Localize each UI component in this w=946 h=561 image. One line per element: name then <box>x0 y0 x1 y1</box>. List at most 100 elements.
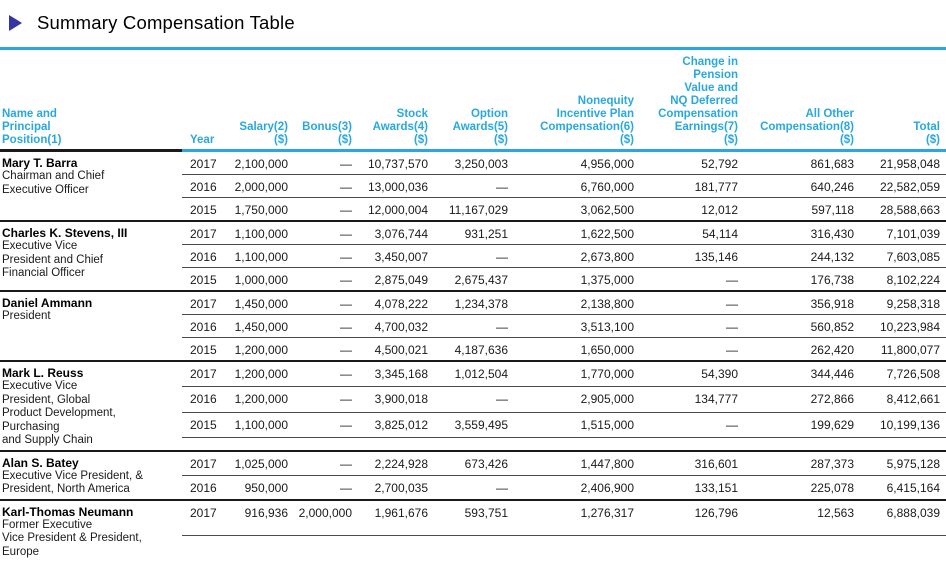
cell-nonequity: 4,956,000 <box>514 151 640 175</box>
table-row: Alan S. Batey Executive Vice President, … <box>0 451 946 476</box>
cell-nonequity: 1,622,500 <box>514 221 640 245</box>
cell-option-awards: — <box>434 475 514 500</box>
cell-option-awards: — <box>434 387 514 412</box>
cell-bonus: — <box>294 361 358 387</box>
cell-year: 2017 <box>182 361 222 387</box>
executive-name-cell: Mary T. Barra Chairman and Chief Executi… <box>0 151 182 222</box>
cell-year: 2017 <box>182 151 222 175</box>
col-header-year: Year <box>182 49 222 151</box>
cell-total: 5,975,128 <box>860 451 946 476</box>
cell-salary: 1,025,000 <box>222 451 294 476</box>
cell-nonequity: 1,770,000 <box>514 361 640 387</box>
cell-stock-awards: 3,345,168 <box>358 361 434 387</box>
cell-bonus: — <box>294 175 358 198</box>
cell-all-other: 262,420 <box>744 338 860 362</box>
table-row: Mark L. Reuss Executive Vice President, … <box>0 361 946 387</box>
col-header-pension: Change in Pension Value and NQ Deferred … <box>640 49 744 151</box>
cell-stock-awards: 4,078,222 <box>358 291 434 315</box>
cell-total: 22,582,059 <box>860 175 946 198</box>
cell-bonus: — <box>294 475 358 500</box>
cell-nonequity: 2,406,900 <box>514 475 640 500</box>
cell-salary: 1,450,000 <box>222 291 294 315</box>
cell-total: 11,800,077 <box>860 338 946 362</box>
cell-all-other: 597,118 <box>744 198 860 222</box>
cell-option-awards: 11,167,029 <box>434 198 514 222</box>
cell-option-awards: 2,675,437 <box>434 268 514 292</box>
cell-all-other: 640,246 <box>744 175 860 198</box>
cell-bonus: — <box>294 451 358 476</box>
cell-option-awards: 3,250,003 <box>434 151 514 175</box>
cell-all-other: 225,078 <box>744 475 860 500</box>
cell-option-awards: 1,012,504 <box>434 361 514 387</box>
cell-option-awards: — <box>434 315 514 338</box>
cell-total: 7,101,039 <box>860 221 946 245</box>
cell-bonus: — <box>294 338 358 362</box>
cell-salary: 1,100,000 <box>222 245 294 268</box>
cell-nonequity: 1,515,000 <box>514 412 640 437</box>
cell-stock-awards: 3,076,744 <box>358 221 434 245</box>
cell-stock-awards: 2,875,049 <box>358 268 434 292</box>
cell-option-awards: — <box>434 245 514 268</box>
col-header-option-awards: Option Awards(5) ($) <box>434 49 514 151</box>
executive-position: Executive Vice President and Chief Finan… <box>2 240 178 281</box>
cell-bonus: — <box>294 151 358 175</box>
cell-all-other: 272,866 <box>744 387 860 412</box>
cell-salary: 1,200,000 <box>222 361 294 387</box>
cell-year: 2017 <box>182 451 222 476</box>
cell-total: 7,726,508 <box>860 361 946 387</box>
section-title-row: Summary Compensation Table <box>0 8 946 38</box>
cell-total: 6,888,039 <box>860 500 946 536</box>
spacer-cell <box>182 438 946 451</box>
cell-stock-awards: 13,000,036 <box>358 175 434 198</box>
cell-bonus: — <box>294 315 358 338</box>
spacer-cell <box>182 535 946 561</box>
page-title: Summary Compensation Table <box>37 12 295 34</box>
executive-name: Charles K. Stevens, III <box>2 226 178 240</box>
cell-total: 21,958,048 <box>860 151 946 175</box>
cell-nonequity: 3,513,100 <box>514 315 640 338</box>
cell-all-other: 316,430 <box>744 221 860 245</box>
cell-bonus: — <box>294 198 358 222</box>
cell-all-other: 287,373 <box>744 451 860 476</box>
table-row: Daniel Ammann President 2017 1,450,000 —… <box>0 291 946 315</box>
cell-total: 28,588,663 <box>860 198 946 222</box>
cell-year: 2017 <box>182 291 222 315</box>
cell-nonequity: 2,673,800 <box>514 245 640 268</box>
cell-pension: 54,114 <box>640 221 744 245</box>
cell-total: 8,102,224 <box>860 268 946 292</box>
cell-stock-awards: 4,700,032 <box>358 315 434 338</box>
cell-stock-awards: 10,737,570 <box>358 151 434 175</box>
cell-option-awards: 4,187,636 <box>434 338 514 362</box>
cell-total: 6,415,164 <box>860 475 946 500</box>
header-row: Name and Principal Position(1) Year Sala… <box>0 49 946 151</box>
cell-pension: — <box>640 291 744 315</box>
cell-all-other: 12,563 <box>744 500 860 536</box>
cell-salary: 950,000 <box>222 475 294 500</box>
cell-bonus: — <box>294 291 358 315</box>
cell-nonequity: 3,062,500 <box>514 198 640 222</box>
cell-stock-awards: 3,825,012 <box>358 412 434 437</box>
triangle-bullet-icon <box>9 15 22 31</box>
col-header-total: Total ($) <box>860 49 946 151</box>
cell-all-other: 244,132 <box>744 245 860 268</box>
cell-option-awards: 673,426 <box>434 451 514 476</box>
cell-option-awards: — <box>434 175 514 198</box>
cell-total: 8,412,661 <box>860 387 946 412</box>
executive-name-cell: Daniel Ammann President <box>0 291 182 361</box>
cell-pension: — <box>640 338 744 362</box>
cell-pension: 135,146 <box>640 245 744 268</box>
cell-year: 2016 <box>182 315 222 338</box>
cell-option-awards: 593,751 <box>434 500 514 536</box>
cell-total: 9,258,318 <box>860 291 946 315</box>
cell-year: 2016 <box>182 175 222 198</box>
cell-nonequity: 2,138,800 <box>514 291 640 315</box>
executive-name: Mary T. Barra <box>2 156 178 170</box>
executive-position: Executive Vice President, & President, N… <box>2 470 178 497</box>
cell-pension: — <box>640 412 744 437</box>
cell-total: 10,199,136 <box>860 412 946 437</box>
cell-nonequity: 2,905,000 <box>514 387 640 412</box>
cell-salary: 916,936 <box>222 500 294 536</box>
cell-stock-awards: 2,224,928 <box>358 451 434 476</box>
cell-year: 2016 <box>182 475 222 500</box>
cell-nonequity: 1,447,800 <box>514 451 640 476</box>
